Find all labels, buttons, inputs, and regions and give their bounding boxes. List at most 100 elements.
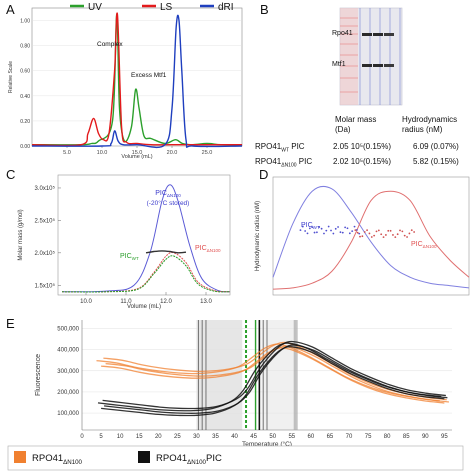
radius-point-dn100 — [361, 235, 364, 238]
series-line-replicate — [105, 345, 449, 403]
y-axis-label: Relative Scale — [8, 61, 14, 93]
series-line-uv — [31, 13, 243, 146]
y-tick-label: 0.80 — [20, 44, 30, 50]
row-name: RPO41ΔN100 PIC — [255, 157, 312, 169]
x-tick-label: 15 — [136, 434, 143, 440]
radius-point-wt — [351, 230, 354, 233]
x-axis-label: Temperature (°C) — [242, 440, 292, 448]
annotation-pic-dn100-stored: PICΔN100 — [155, 190, 181, 198]
gel-band-rpo41-lane1 — [362, 33, 372, 36]
row-name-sub: WT — [281, 147, 290, 154]
annotation-stored-note: (-20° C stored) — [147, 199, 190, 207]
series-line — [272, 185, 470, 289]
annotation-pic-dn100: PICΔN100 — [195, 245, 221, 253]
panel-b: B Rpo41 Mtf1 Molar mass (Da) Hydrodynami… — [250, 0, 474, 169]
row-mass: 2.05 10⁵(0.15%) — [333, 142, 392, 151]
radius-point-wt — [323, 232, 325, 235]
x-tick-label: 25 — [174, 434, 181, 440]
gel-marker-lane — [340, 8, 358, 105]
x-tick-label: 75 — [365, 434, 372, 440]
annotation-complex: Complex — [97, 41, 123, 48]
x-tick-label: 60 — [308, 434, 315, 440]
table-row: RPO41ΔN100 PIC 2.02 10⁵(0.15%) 5.82 (0.1… — [255, 157, 474, 169]
radius-point-dn100 — [382, 236, 385, 239]
legend-label-rpo41-dn100: RPO41ΔN100 — [32, 453, 83, 466]
row-name-main: RPO41 — [255, 157, 282, 166]
x-tick-label: 65 — [327, 434, 334, 440]
y-axis-label: Fluorescence — [35, 354, 42, 396]
melt-region-shade — [261, 320, 296, 430]
panel-d: D Hydrodynamic radius (nM) PICWT PICΔN100 — [237, 165, 474, 310]
radius-point-wt — [339, 231, 342, 234]
series-line-replicate — [96, 343, 440, 402]
x-tick-label: 11.0 — [120, 299, 132, 305]
radius-point-wt — [353, 225, 356, 228]
x-tick-label: 13.0 — [200, 299, 212, 305]
panel-e: E 100,000 200,000 300,000 400,000 500,000 0 5 1… — [0, 312, 474, 474]
legend-label: dRI — [218, 2, 234, 13]
gel-band-rpo41-lane2 — [373, 33, 383, 36]
table-header-mass: Molar mass (Da) — [335, 115, 377, 134]
radius-point-dn100 — [373, 234, 376, 237]
series-line — [61, 184, 231, 293]
y-axis-label: Hydrodynamic radius (nM) — [255, 201, 261, 271]
radius-point-dn100 — [410, 229, 413, 232]
legend-label: UV — [88, 2, 102, 13]
panel-c: C 1.5x10⁵ 2.0x10⁵ 2.5x10⁵ 3.0x10⁵ 10.0 11.0 12… — [0, 165, 237, 310]
radius-point-wt — [320, 227, 323, 230]
panel-label-c: C — [6, 167, 16, 182]
gel-band-mtf1-lane2 — [373, 64, 383, 67]
series-line — [145, 250, 187, 254]
radius-point-wt — [355, 229, 358, 231]
x-tick-label: 80 — [384, 434, 391, 440]
y-tick-label: 0.40 — [20, 94, 30, 100]
series-line-replicate — [102, 340, 446, 410]
table-header-radius: Hydrodynamics radius (nM) — [402, 115, 458, 134]
radius-point-wt — [311, 226, 314, 229]
series-line-ls — [31, 12, 242, 147]
chart-c: 1.5x10⁵ 2.0x10⁵ 2.5x10⁵ 3.0x10⁵ 10.0 11.0 12.0… — [18, 174, 231, 310]
x-tick-label: 10.0 — [80, 299, 92, 305]
radius-point-wt — [318, 226, 321, 228]
x-tick-label: 5.0 — [63, 150, 71, 156]
series-line — [61, 255, 231, 293]
legend-label-rpo41-dn100-pic: RPO41ΔN100PIC — [156, 453, 222, 466]
radius-point-dn100 — [394, 236, 397, 239]
y-tick-label: 3.0x10⁵ — [34, 185, 55, 192]
chart-e: 100,000 200,000 300,000 400,000 500,000 0 5 10 1… — [7, 320, 464, 471]
panel-label-b: B — [260, 2, 269, 17]
x-tick-label: 30 — [193, 434, 200, 440]
series-line-replicate — [103, 341, 447, 401]
radius-point-dn100 — [366, 229, 368, 232]
x-tick-label: 55 — [288, 434, 295, 440]
radius-point-wt — [325, 229, 328, 232]
series-line-replicate — [101, 346, 445, 417]
y-tick-label: 1.00 — [20, 19, 30, 25]
x-tick-label: 25.0 — [202, 150, 213, 156]
radius-point-dn100 — [370, 236, 373, 238]
plot-frame — [272, 176, 470, 296]
radius-point-wt — [299, 229, 302, 231]
x-tick-label: 0 — [80, 434, 84, 440]
radius-point-dn100 — [354, 229, 357, 231]
x-tick-label: 50 — [269, 434, 276, 440]
radius-point-dn100 — [399, 229, 401, 232]
x-tick-label: 20 — [155, 434, 162, 440]
radius-point-wt — [330, 229, 332, 232]
y-tick-label: 0.60 — [20, 69, 30, 75]
radius-point-dn100 — [377, 229, 380, 232]
radius-point-dn100 — [368, 232, 371, 235]
x-axis-label: Volume (mL) — [121, 154, 152, 160]
gel-label-rpo41: Rpo41 — [332, 30, 353, 37]
y-tick-label: 100,000 — [57, 411, 79, 417]
radius-point-dn100 — [392, 234, 394, 236]
x-tick-label: 40 — [231, 434, 238, 440]
radius-point-wt — [306, 232, 309, 235]
gel-label-mtf1: Mtf1 — [332, 61, 346, 68]
gel-band-mtf1-lane3 — [384, 64, 394, 67]
x-tick-label: 35 — [212, 434, 219, 440]
row-name-tail: PIC — [296, 157, 313, 166]
radius-point-dn100 — [389, 229, 392, 232]
chart-a: 0.00 0.20 0.40 0.60 0.80 1.00 5.0 10.0 15.0 20.0 2… — [8, 2, 243, 160]
y-tick-label: 400,000 — [57, 348, 79, 354]
